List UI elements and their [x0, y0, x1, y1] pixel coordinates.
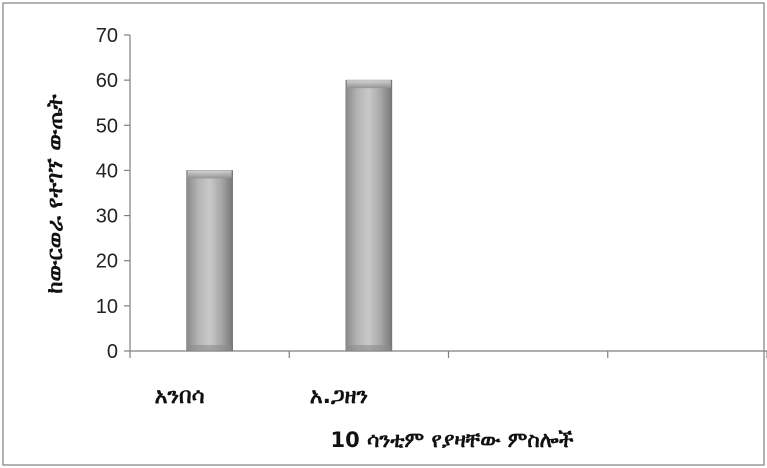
y-tick-label: 10: [96, 296, 118, 318]
y-axis: 0 10 20 30 40 50 60 70: [96, 25, 131, 363]
x-axis: [129, 350, 767, 358]
x-category-label: አንበሳ: [155, 384, 205, 409]
y-tick-label: 60: [96, 70, 118, 92]
category-labels: አንበሳ አ.ጋዘን: [155, 384, 368, 409]
x-category-label: አ.ጋዘን: [310, 384, 368, 409]
y-axis-title: ከውርወራ የተገኘ ውጤት: [43, 93, 68, 293]
y-tick-label: 20: [96, 251, 118, 273]
x-axis-title: 10 ሳንቲም የያዛቸው ምስሎች: [330, 428, 573, 452]
bar: [345, 79, 393, 352]
y-tick-label: 50: [96, 115, 118, 137]
bar: [186, 170, 233, 352]
y-tick-label: 0: [107, 341, 118, 363]
y-tick-label: 40: [96, 160, 118, 182]
y-tick-label: 70: [96, 25, 118, 47]
y-tick-label: 30: [96, 206, 118, 228]
bar-series: [186, 79, 393, 352]
